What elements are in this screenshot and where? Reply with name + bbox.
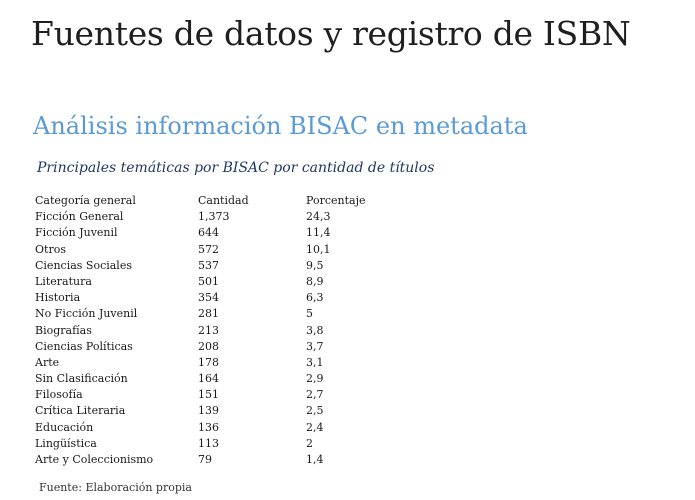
cell-category: Ciencias Políticas [35,339,133,353]
cell-quantity: 644 [198,226,219,240]
table-row: Biografías 213 3,8 [35,323,386,339]
cell-percentage: 10,1 [306,242,331,256]
table-row: Arte 178 3,1 [35,355,386,371]
header-quantity: Cantidad [198,194,249,207]
cell-category: Ciencias Sociales [35,258,132,272]
cell-percentage: 6,3 [306,291,324,305]
table-row: No Ficción Juvenil 281 5 [35,306,386,322]
table-header-row: Categoría general Cantidad Porcentaje [35,193,386,209]
cell-quantity: 354 [198,291,219,305]
cell-percentage: 3,1 [306,355,324,369]
cell-category: Lingüística [35,436,97,450]
table-row: Ficción General 1,373 24,3 [35,209,386,225]
cell-quantity: 501 [198,274,219,288]
cell-category: Biografías [35,323,92,337]
section-title: Análisis información BISAC en metadata [33,112,528,140]
cell-percentage: 8,9 [306,274,324,288]
cell-percentage: 24,3 [306,210,331,224]
cell-quantity: 213 [198,323,219,337]
table-row: Ciencias Sociales 537 9,5 [35,258,386,274]
cell-category: Ficción Juvenil [35,226,118,240]
table-row: Sin Clasificación 164 2,9 [35,371,386,387]
source-note: Fuente: Elaboración propia [39,481,192,494]
cell-category: Otros [35,242,66,256]
cell-quantity: 151 [198,388,219,402]
table-row: Ficción Juvenil 644 11,4 [35,225,386,241]
table-row: Crítica Literaria 139 2,5 [35,403,386,419]
cell-quantity: 178 [198,355,219,369]
cell-category: Literatura [35,274,92,288]
cell-category: Educación [35,420,94,434]
cell-category: Sin Clasificación [35,372,128,386]
cell-quantity: 139 [198,404,219,418]
cell-category: Arte [35,355,60,369]
cell-percentage: 2,5 [306,404,324,418]
cell-category: Filosofía [35,388,83,402]
table-row: Educación 136 2,4 [35,420,386,436]
cell-quantity: 79 [198,453,212,466]
table-row: Filosofía 151 2,7 [35,387,386,403]
cell-percentage: 5 [306,307,313,321]
cell-category: No Ficción Juvenil [35,307,138,321]
bisac-table: Categoría general Cantidad Porcentaje Fi… [35,193,386,468]
table-row: Literatura 501 8,9 [35,274,386,290]
table-row: Lingüística 113 2 [35,436,386,452]
table-row: Historia 354 6,3 [35,290,386,306]
table-row: Arte y Coleccionismo 79 1,4 [35,452,386,468]
cell-percentage: 9,5 [306,258,324,272]
cell-quantity: 113 [198,436,219,450]
cell-quantity: 136 [198,420,219,434]
cell-quantity: 1,373 [198,210,230,224]
cell-quantity: 572 [198,242,219,256]
cell-category: Arte y Coleccionismo [35,453,154,466]
table-row: Otros 572 10,1 [35,242,386,258]
table-row: Ciencias Políticas 208 3,7 [35,339,386,355]
cell-category: Ficción General [35,210,124,224]
cell-percentage: 2,4 [306,420,324,434]
cell-percentage: 3,8 [306,323,324,337]
cell-percentage: 1,4 [306,453,324,466]
table-title: Principales temáticas por BISAC por cant… [37,160,435,176]
cell-quantity: 537 [198,258,219,272]
cell-quantity: 208 [198,339,219,353]
cell-quantity: 281 [198,307,219,321]
cell-quantity: 164 [198,372,219,386]
header-category: Categoría general [35,194,136,207]
cell-percentage: 2,9 [306,372,324,386]
cell-category: Historia [35,291,81,305]
cell-percentage: 2,7 [306,388,324,402]
slide-title: Fuentes de datos y registro de ISBN [31,14,631,53]
header-percentage: Porcentaje [306,194,366,207]
cell-percentage: 3,7 [306,339,324,353]
cell-category: Crítica Literaria [35,404,126,418]
cell-percentage: 2 [306,436,313,450]
table-body: Ficción General 1,373 24,3 Ficción Juvenil 6… [35,209,386,468]
cell-percentage: 11,4 [306,226,331,240]
